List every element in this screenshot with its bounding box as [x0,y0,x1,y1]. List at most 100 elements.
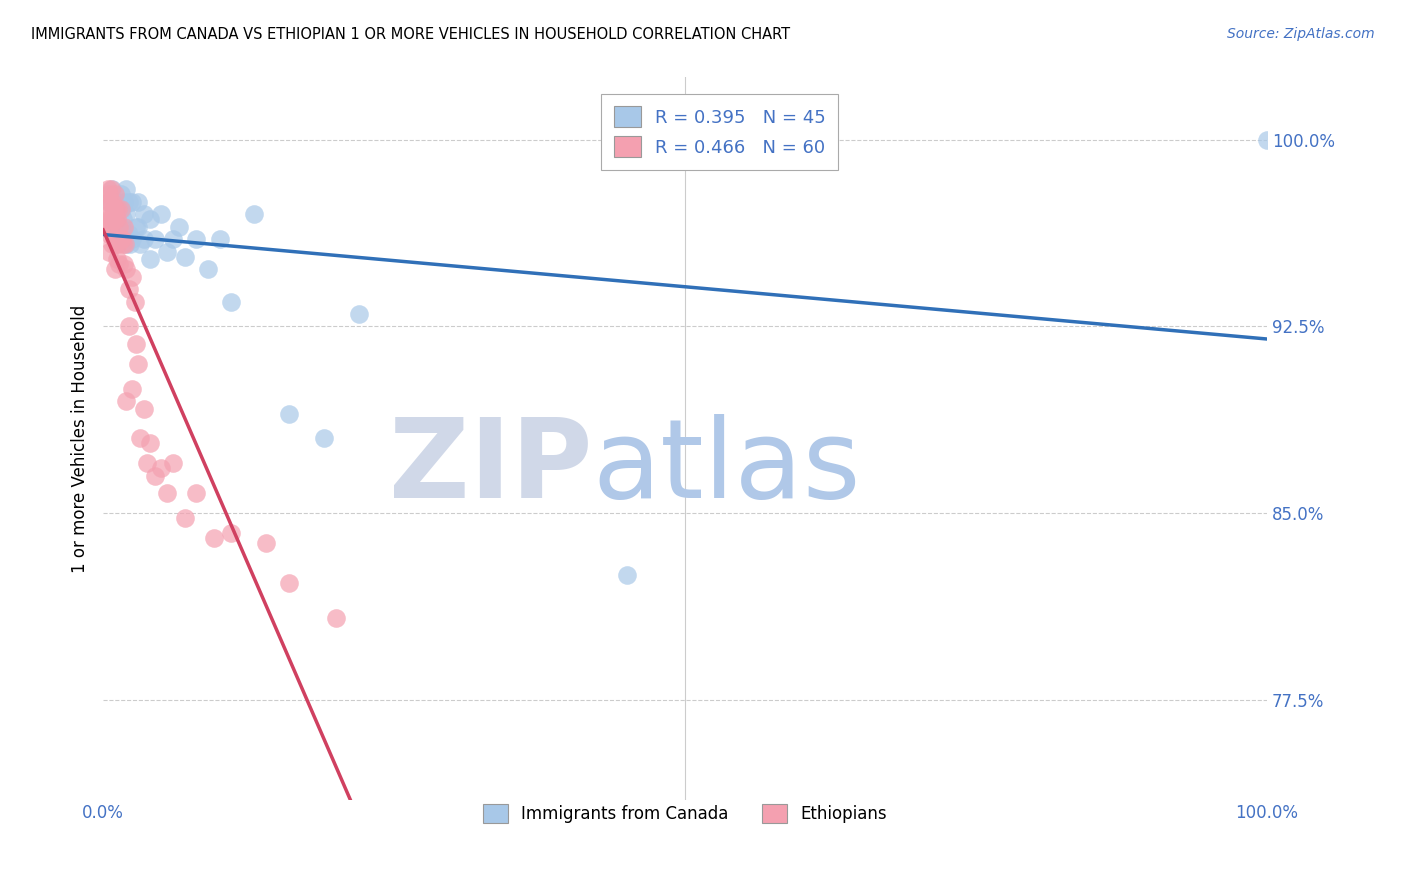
Point [162,456,184,470]
Point [129,237,152,252]
Point [278,407,301,421]
Point [118,319,141,334]
Point [107,237,129,252]
Point [138,436,160,450]
Point [124,294,146,309]
Point [186,486,208,500]
Point [104,194,127,209]
Point [112,257,135,271]
Point [101,194,124,209]
Point [121,194,143,209]
Point [104,232,127,246]
Point [278,575,301,590]
Point [97,244,120,259]
Point [98,212,121,227]
Point [98,194,121,209]
Point [1256,133,1278,147]
Point [136,456,159,470]
Point [125,219,148,234]
Point [118,237,141,252]
Point [111,232,134,246]
Point [145,232,167,246]
Point [105,194,128,209]
Point [156,244,179,259]
Point [96,194,118,209]
Point [129,432,152,446]
Point [111,202,134,217]
Point [347,307,370,321]
Point [104,202,127,217]
Text: ZIP: ZIP [388,414,592,521]
Point [112,194,135,209]
Point [145,468,167,483]
Point [202,531,225,545]
Point [314,432,336,446]
Point [101,212,124,227]
Point [118,282,141,296]
Point [104,187,127,202]
Point [115,237,138,252]
Point [616,568,638,582]
Point [112,232,135,246]
Point [110,202,132,217]
Point [167,219,190,234]
Point [97,187,120,202]
Point [104,237,127,252]
Point [111,237,134,252]
Point [138,212,160,227]
Legend: Immigrants from Canada, Ethiopians: Immigrants from Canada, Ethiopians [471,792,898,835]
Point [118,194,141,209]
Point [173,511,195,525]
Text: IMMIGRANTS FROM CANADA VS ETHIOPIAN 1 OR MORE VEHICLES IN HOUSEHOLD CORRELATION : IMMIGRANTS FROM CANADA VS ETHIOPIAN 1 OR… [31,27,790,42]
Point [96,212,118,227]
Point [121,382,143,396]
Point [219,526,242,541]
Point [162,232,184,246]
Point [100,219,122,234]
Point [127,219,149,234]
Point [110,219,132,234]
Point [127,357,149,371]
Point [125,336,148,351]
Point [208,232,231,246]
Point [104,212,127,227]
Point [254,536,277,550]
Point [127,194,149,209]
Point [150,461,173,475]
Point [105,219,128,234]
Point [103,232,125,246]
Point [150,207,173,221]
Point [110,187,132,202]
Point [121,232,143,246]
Point [121,269,143,284]
Point [97,227,120,242]
Point [101,182,124,196]
Point [243,207,266,221]
Point [115,394,138,409]
Point [115,182,138,196]
Point [173,250,195,264]
Point [186,232,208,246]
Point [111,212,134,227]
Point [107,202,129,217]
Point [110,232,132,246]
Point [118,227,141,242]
Point [132,207,155,221]
Point [115,262,138,277]
Point [132,401,155,416]
Point [100,182,122,196]
Point [138,252,160,267]
Point [108,219,131,234]
Point [97,194,120,209]
Point [108,257,131,271]
Y-axis label: 1 or more Vehicles in Household: 1 or more Vehicles in Household [72,304,89,573]
Point [97,207,120,221]
Point [107,202,129,217]
Point [97,182,120,196]
Point [115,207,138,221]
Point [156,486,179,500]
Point [104,212,127,227]
Point [104,262,127,277]
Point [219,294,242,309]
Point [114,237,136,252]
